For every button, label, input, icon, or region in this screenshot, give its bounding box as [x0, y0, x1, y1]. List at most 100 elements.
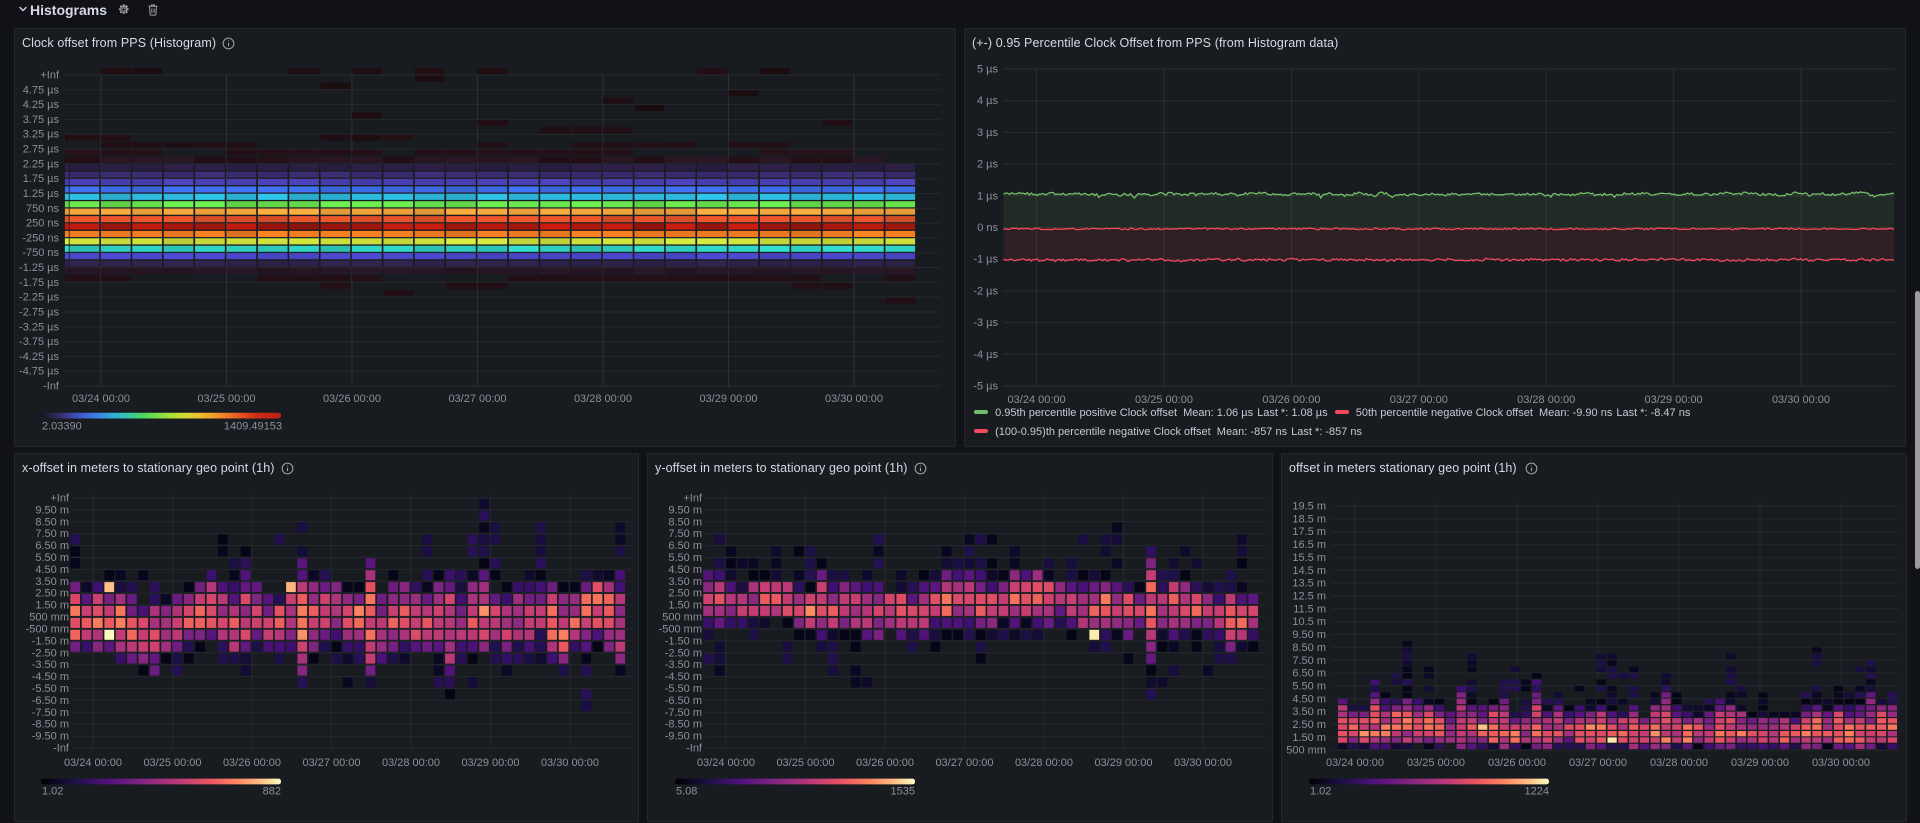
svg-text:13.5 m: 13.5 m	[1292, 578, 1326, 590]
svg-text:-2 µs: -2 µs	[973, 285, 998, 297]
svg-text:03/29 00:00: 03/29 00:00	[461, 757, 519, 769]
svg-text:-5.50 m: -5.50 m	[665, 683, 702, 695]
svg-text:-5.50 m: -5.50 m	[32, 683, 69, 695]
svg-text:1.50 m: 1.50 m	[668, 600, 702, 612]
svg-text:-1.75 µs: -1.75 µs	[19, 277, 59, 289]
svg-text:1535: 1535	[891, 786, 915, 798]
svg-text:03/28 00:00: 03/28 00:00	[382, 757, 440, 769]
svg-text:-Inf: -Inf	[686, 743, 703, 755]
svg-text:+Inf: +Inf	[40, 70, 60, 82]
svg-text:03/30 00:00: 03/30 00:00	[1812, 757, 1870, 769]
svg-text:1 µs: 1 µs	[977, 190, 999, 202]
svg-text:-7.50 m: -7.50 m	[665, 707, 702, 719]
svg-text:2.50 m: 2.50 m	[35, 588, 69, 600]
svg-text:03/27 00:00: 03/27 00:00	[302, 757, 360, 769]
svg-text:03/27 00:00: 03/27 00:00	[1569, 757, 1627, 769]
svg-text:17.5 m: 17.5 m	[1292, 526, 1326, 538]
svg-text:5.50 m: 5.50 m	[35, 552, 69, 564]
svg-text:4.75 µs: 4.75 µs	[23, 84, 60, 96]
svg-text:-7.50 m: -7.50 m	[32, 707, 69, 719]
svg-text:-250 ns: -250 ns	[22, 232, 59, 244]
svg-text:-2.25 µs: -2.25 µs	[19, 292, 59, 304]
svg-text:5.08: 5.08	[676, 786, 697, 798]
svg-text:03/27 00:00: 03/27 00:00	[1390, 394, 1448, 406]
svg-text:19.5 m: 19.5 m	[1292, 501, 1326, 513]
svg-text:18.5 m: 18.5 m	[1292, 513, 1326, 525]
svg-text:03/26 00:00: 03/26 00:00	[1262, 394, 1320, 406]
svg-text:1.02: 1.02	[42, 786, 63, 798]
svg-text:-1.25 µs: -1.25 µs	[19, 262, 59, 274]
svg-text:-8.50 m: -8.50 m	[32, 719, 69, 731]
svg-text:03/30 00:00: 03/30 00:00	[1772, 394, 1830, 406]
svg-text:4.50 m: 4.50 m	[35, 564, 69, 576]
svg-text:03/28 00:00: 03/28 00:00	[1650, 757, 1708, 769]
svg-text:-Inf: -Inf	[53, 743, 70, 755]
svg-text:03/28 00:00: 03/28 00:00	[1015, 757, 1073, 769]
svg-text:-3.50 m: -3.50 m	[665, 659, 702, 671]
svg-text:5 µs: 5 µs	[977, 64, 999, 76]
svg-text:03/25 00:00: 03/25 00:00	[776, 757, 834, 769]
svg-text:500 mm: 500 mm	[29, 612, 69, 624]
svg-text:14.5 m: 14.5 m	[1292, 565, 1326, 577]
svg-text:-2.75 µs: -2.75 µs	[19, 307, 59, 319]
svg-text:10.5 m: 10.5 m	[1292, 616, 1326, 628]
svg-text:03/26 00:00: 03/26 00:00	[323, 393, 381, 405]
svg-text:1.50 m: 1.50 m	[35, 600, 69, 612]
svg-text:3.25 µs: 3.25 µs	[23, 129, 60, 141]
svg-text:03/26 00:00: 03/26 00:00	[856, 757, 914, 769]
svg-text:-4 µs: -4 µs	[973, 349, 998, 361]
svg-text:1.75 µs: 1.75 µs	[23, 173, 60, 185]
svg-text:250 ns: 250 ns	[26, 218, 60, 230]
svg-text:8.50 m: 8.50 m	[35, 516, 69, 528]
svg-text:03/29 00:00: 03/29 00:00	[699, 393, 757, 405]
svg-text:-3.75 µs: -3.75 µs	[19, 336, 59, 348]
svg-text:+Inf: +Inf	[683, 493, 703, 505]
svg-text:4.50 m: 4.50 m	[1292, 693, 1326, 705]
svg-text:-4.25 µs: -4.25 µs	[19, 351, 59, 363]
svg-text:-3 µs: -3 µs	[973, 317, 998, 329]
svg-text:03/25 00:00: 03/25 00:00	[1407, 757, 1465, 769]
svg-text:-3.50 m: -3.50 m	[32, 659, 69, 671]
svg-text:03/29 00:00: 03/29 00:00	[1645, 394, 1703, 406]
svg-text:-2.50 m: -2.50 m	[665, 647, 702, 659]
svg-text:16.5 m: 16.5 m	[1292, 539, 1326, 551]
svg-text:12.5 m: 12.5 m	[1292, 591, 1326, 603]
svg-text:4.50 m: 4.50 m	[668, 564, 702, 576]
svg-text:2.25 µs: 2.25 µs	[23, 158, 60, 170]
svg-text:7.50 m: 7.50 m	[35, 528, 69, 540]
svg-text:4.25 µs: 4.25 µs	[23, 99, 60, 111]
svg-text:03/24 00:00: 03/24 00:00	[1326, 757, 1384, 769]
svg-text:2 µs: 2 µs	[977, 159, 999, 171]
svg-text:3.75 µs: 3.75 µs	[23, 114, 60, 126]
svg-text:8.50 m: 8.50 m	[668, 516, 702, 528]
svg-text:03/25 00:00: 03/25 00:00	[1135, 394, 1193, 406]
svg-text:3 µs: 3 µs	[977, 127, 999, 139]
svg-text:3.50 m: 3.50 m	[35, 576, 69, 588]
svg-text:-5 µs: -5 µs	[973, 381, 998, 393]
svg-text:-6.50 m: -6.50 m	[665, 695, 702, 707]
svg-text:03/24 00:00: 03/24 00:00	[1008, 394, 1066, 406]
svg-text:3.50 m: 3.50 m	[1292, 706, 1326, 718]
svg-text:-4.50 m: -4.50 m	[665, 671, 702, 683]
svg-text:9.50 m: 9.50 m	[1292, 629, 1326, 641]
svg-text:03/24 00:00: 03/24 00:00	[697, 757, 755, 769]
svg-text:-1 µs: -1 µs	[973, 254, 998, 266]
svg-text:500 mm: 500 mm	[1286, 745, 1326, 757]
svg-text:500 mm: 500 mm	[662, 612, 702, 624]
svg-text:3.50 m: 3.50 m	[668, 576, 702, 588]
svg-text:11.5 m: 11.5 m	[1293, 603, 1326, 615]
svg-text:03/25 00:00: 03/25 00:00	[143, 757, 201, 769]
svg-text:-9.50 m: -9.50 m	[665, 731, 702, 743]
svg-text:2.50 m: 2.50 m	[668, 588, 702, 600]
svg-text:8.50 m: 8.50 m	[1292, 642, 1326, 654]
svg-text:03/30 00:00: 03/30 00:00	[1174, 757, 1232, 769]
svg-text:-2.50 m: -2.50 m	[32, 647, 69, 659]
svg-text:03/24 00:00: 03/24 00:00	[64, 757, 122, 769]
svg-text:03/26 00:00: 03/26 00:00	[223, 757, 281, 769]
svg-text:03/29 00:00: 03/29 00:00	[1094, 757, 1152, 769]
svg-text:7.50 m: 7.50 m	[1292, 655, 1326, 667]
svg-text:750 ns: 750 ns	[26, 203, 60, 215]
svg-text:-6.50 m: -6.50 m	[32, 695, 69, 707]
svg-text:2.50 m: 2.50 m	[1292, 719, 1326, 731]
svg-text:-4.75 µs: -4.75 µs	[19, 366, 59, 378]
